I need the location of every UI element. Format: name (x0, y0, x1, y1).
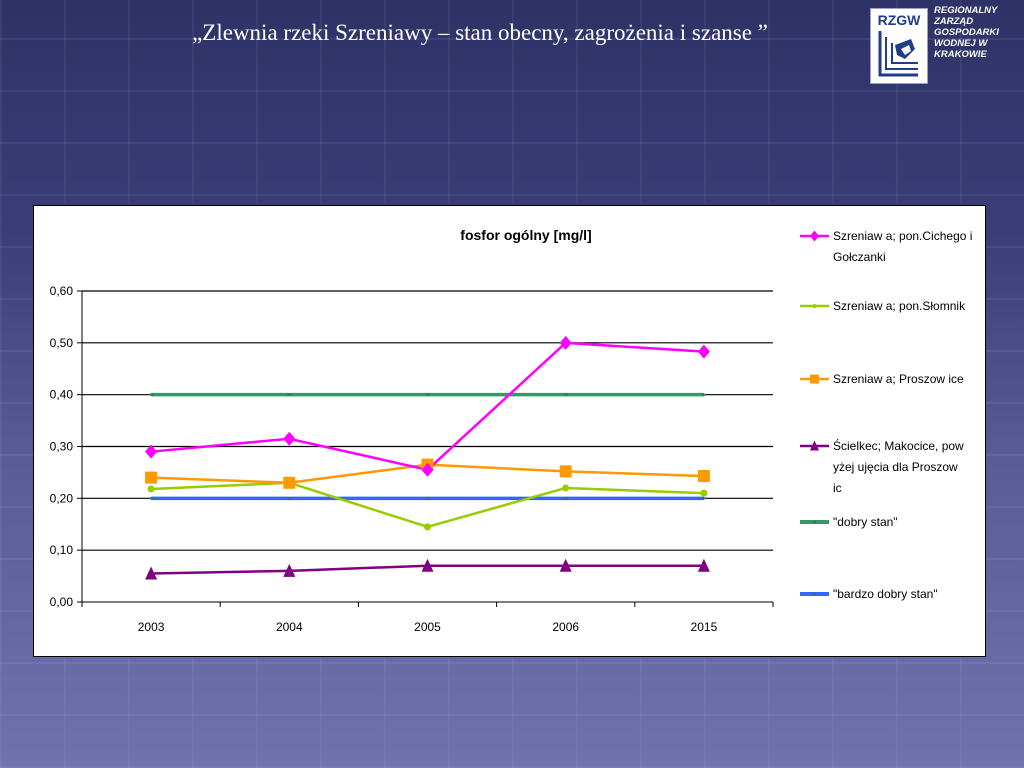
legend-label: "dobry stan" (833, 515, 898, 529)
data-point (810, 440, 819, 451)
y-tick-label: 0,30 (50, 440, 74, 454)
data-point (145, 444, 158, 459)
logo-abbreviation: RZGW (877, 12, 921, 28)
legend-swatch-dot (813, 593, 816, 595)
y-tick-label: 0,00 (50, 595, 74, 609)
legend-swatch-dot (813, 521, 816, 523)
legend-label-line: ic (833, 481, 842, 495)
logo-text: REGIONALNY ZARZĄD GOSPODARKI WODNEJ W KR… (934, 5, 1022, 60)
x-tick-label: 2006 (552, 620, 579, 634)
chart-svg: fosfor ogólny [mg/l] 0,00 0,10 0,20 0,30 0,4… (50, 227, 973, 634)
data-point (563, 393, 568, 396)
data-point (810, 230, 819, 242)
data-point (562, 484, 570, 492)
gridlines (82, 290, 773, 551)
data-point (421, 462, 434, 477)
y-tick-label: 0,40 (50, 388, 74, 402)
data-point (697, 470, 710, 483)
x-tick-label: 2015 (691, 620, 718, 634)
data-point (149, 497, 154, 500)
logo-line: ZARZĄD (934, 16, 974, 27)
logo-line: REGIONALNY (934, 5, 998, 16)
x-tick-labels: 2003 2004 2005 2006 2015 (138, 620, 718, 634)
x-tick-label: 2004 (276, 620, 303, 634)
y-tick-label: 0,10 (50, 543, 74, 557)
legend-label-line: Szreniaw a; Proszow ice (833, 372, 964, 386)
data-point (559, 465, 572, 478)
legend-label: Szreniaw a; pon.Cichego i Gołczanki (833, 229, 972, 264)
data-point (563, 497, 568, 500)
data-point (697, 344, 710, 359)
legend: Szreniaw a; pon.Cichego i GołczankiSzreni… (800, 229, 972, 601)
data-point (145, 566, 158, 580)
data-point (810, 374, 819, 384)
data-point (425, 497, 430, 500)
data-point (697, 558, 710, 572)
y-tick-label: 0,60 (50, 284, 74, 298)
legend-label-line: yżej ujęcia dla Proszow (833, 460, 958, 474)
rzgw-logo: RZGW (870, 8, 928, 84)
data-point (283, 431, 296, 446)
legend-label-line: Szreniaw a; pon.Słomnik (833, 299, 966, 313)
data-point (424, 523, 431, 531)
data-point (421, 558, 434, 572)
series-line (151, 481, 704, 529)
data-point (701, 393, 706, 396)
axes (77, 290, 774, 607)
data-point (700, 489, 708, 497)
data-point (425, 393, 430, 396)
legend-label: "bardzo dobry stan" (833, 587, 938, 601)
logo-line: GOSPODARKI (934, 27, 999, 38)
legend-label-line: Gołczanki (833, 250, 886, 264)
series-markers (145, 335, 710, 580)
data-point (149, 393, 154, 396)
data-point (559, 558, 572, 572)
logo-emblem-icon (878, 31, 918, 77)
data-point (287, 497, 292, 500)
x-tick-label: 2005 (414, 620, 441, 634)
data-point (287, 393, 292, 396)
data-point (283, 476, 296, 489)
logo-line: KRAKOWIE (934, 49, 987, 60)
y-tick-labels: 0,00 0,10 0,20 0,30 0,40 0,50 0,60 (50, 284, 74, 609)
data-point (147, 485, 155, 493)
legend-label: Szreniaw a; Proszow ice (833, 372, 964, 386)
series-line (150, 341, 704, 472)
y-tick-label: 0,20 (50, 491, 74, 505)
y-tick-label: 0,50 (50, 336, 74, 350)
data-point (145, 471, 158, 484)
legend-label-line: "bardzo dobry stan" (833, 587, 938, 601)
legend-label-line: Szreniaw a; pon.Cichego i (833, 229, 972, 243)
data-point (559, 335, 572, 350)
legend-label: Ścielkec; Makocice, pow yżej ujęcia dla P… (833, 438, 964, 495)
legend-label: Szreniaw a; pon.Słomnik (833, 299, 966, 313)
data-point (701, 497, 706, 500)
data-point (283, 563, 296, 577)
slide-title: „Zlewnia rzeki Szreniawy – stan obecny, … (192, 20, 768, 45)
logo-line: WODNEJ W (934, 38, 988, 49)
x-tick-label: 2003 (138, 620, 165, 634)
legend-label-line: "dobry stan" (833, 515, 898, 529)
chart-title: fosfor ogólny [mg/l] (460, 227, 591, 243)
series-lines (150, 341, 704, 575)
legend-label-line: Ścielkec; Makocice, pow (833, 438, 964, 453)
chart-panel: fosfor ogólny [mg/l] 0,00 0,10 0,20 0,30 0,4… (33, 205, 986, 657)
data-point (812, 304, 817, 308)
